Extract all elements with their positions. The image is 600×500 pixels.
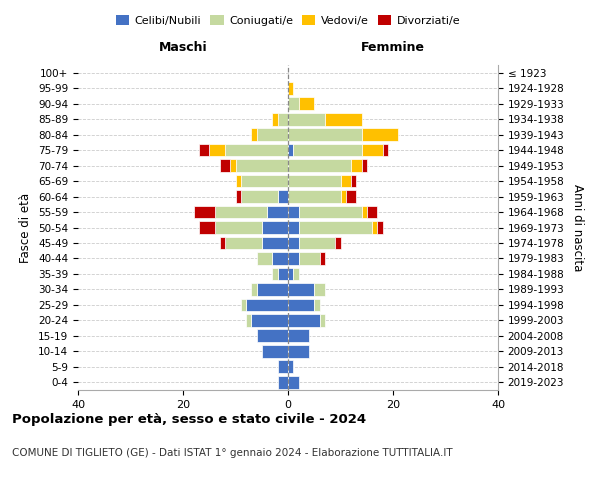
Bar bbox=[288, 376, 299, 388]
Bar bbox=[351, 159, 361, 172]
Bar bbox=[288, 113, 325, 126]
Bar bbox=[262, 236, 288, 250]
Bar bbox=[257, 252, 272, 265]
Bar bbox=[341, 190, 346, 203]
Legend: Celibi/Nubili, Coniugati/e, Vedovi/e, Divorziati/e: Celibi/Nubili, Coniugati/e, Vedovi/e, Di… bbox=[112, 10, 464, 30]
Bar bbox=[372, 221, 377, 234]
Bar bbox=[251, 314, 288, 326]
Bar bbox=[257, 330, 288, 342]
Text: Popolazione per età, sesso e stato civile - 2024: Popolazione per età, sesso e stato civil… bbox=[12, 412, 366, 426]
Bar bbox=[230, 159, 235, 172]
Bar bbox=[277, 360, 288, 373]
Bar bbox=[299, 221, 372, 234]
Bar bbox=[272, 113, 277, 126]
Bar bbox=[257, 128, 288, 141]
Bar bbox=[209, 144, 225, 156]
Bar bbox=[299, 98, 314, 110]
Bar bbox=[215, 206, 267, 218]
Bar bbox=[288, 236, 299, 250]
Bar bbox=[341, 174, 351, 188]
Bar bbox=[199, 221, 215, 234]
Bar bbox=[235, 190, 241, 203]
Bar bbox=[220, 236, 225, 250]
Bar bbox=[288, 190, 341, 203]
Bar bbox=[272, 252, 288, 265]
Bar bbox=[361, 206, 367, 218]
Bar bbox=[361, 128, 398, 141]
Bar bbox=[288, 268, 293, 280]
Bar bbox=[267, 206, 288, 218]
Bar bbox=[215, 221, 262, 234]
Bar bbox=[346, 190, 356, 203]
Bar bbox=[299, 206, 361, 218]
Bar bbox=[288, 174, 341, 188]
Bar bbox=[277, 376, 288, 388]
Text: COMUNE DI TIGLIETO (GE) - Dati ISTAT 1° gennaio 2024 - Elaborazione TUTTITALIA.I: COMUNE DI TIGLIETO (GE) - Dati ISTAT 1° … bbox=[12, 448, 452, 458]
Bar bbox=[257, 283, 288, 296]
Bar bbox=[220, 159, 230, 172]
Bar bbox=[262, 221, 288, 234]
Bar bbox=[262, 345, 288, 358]
Bar bbox=[288, 330, 309, 342]
Bar bbox=[320, 314, 325, 326]
Bar bbox=[288, 252, 299, 265]
Bar bbox=[293, 268, 299, 280]
Bar bbox=[288, 206, 299, 218]
Bar bbox=[288, 144, 293, 156]
Bar bbox=[246, 298, 288, 311]
Bar bbox=[288, 98, 299, 110]
Bar bbox=[320, 252, 325, 265]
Bar bbox=[235, 159, 288, 172]
Bar bbox=[288, 314, 320, 326]
Bar bbox=[193, 206, 215, 218]
Bar bbox=[367, 206, 377, 218]
Bar bbox=[351, 174, 356, 188]
Bar bbox=[288, 283, 314, 296]
Bar bbox=[299, 252, 320, 265]
Bar bbox=[241, 190, 277, 203]
Bar bbox=[199, 144, 209, 156]
Bar bbox=[272, 268, 277, 280]
Bar bbox=[288, 221, 299, 234]
Bar bbox=[288, 360, 293, 373]
Bar bbox=[314, 283, 325, 296]
Bar bbox=[293, 144, 361, 156]
Bar bbox=[225, 144, 288, 156]
Text: Femmine: Femmine bbox=[361, 41, 425, 54]
Bar bbox=[288, 82, 293, 94]
Bar bbox=[277, 190, 288, 203]
Y-axis label: Fasce di età: Fasce di età bbox=[19, 192, 32, 262]
Bar bbox=[325, 113, 361, 126]
Bar bbox=[246, 314, 251, 326]
Text: Maschi: Maschi bbox=[158, 41, 208, 54]
Bar bbox=[241, 174, 288, 188]
Bar bbox=[314, 298, 320, 311]
Bar bbox=[277, 113, 288, 126]
Bar bbox=[225, 236, 262, 250]
Bar bbox=[251, 128, 257, 141]
Bar bbox=[288, 159, 351, 172]
Bar bbox=[288, 345, 309, 358]
Bar bbox=[361, 144, 383, 156]
Bar bbox=[361, 159, 367, 172]
Bar bbox=[235, 174, 241, 188]
Bar bbox=[288, 298, 314, 311]
Bar bbox=[277, 268, 288, 280]
Bar bbox=[288, 128, 361, 141]
Bar bbox=[383, 144, 388, 156]
Y-axis label: Anni di nascita: Anni di nascita bbox=[571, 184, 584, 271]
Bar bbox=[251, 283, 257, 296]
Bar bbox=[241, 298, 246, 311]
Bar bbox=[335, 236, 341, 250]
Bar bbox=[299, 236, 335, 250]
Bar bbox=[377, 221, 383, 234]
